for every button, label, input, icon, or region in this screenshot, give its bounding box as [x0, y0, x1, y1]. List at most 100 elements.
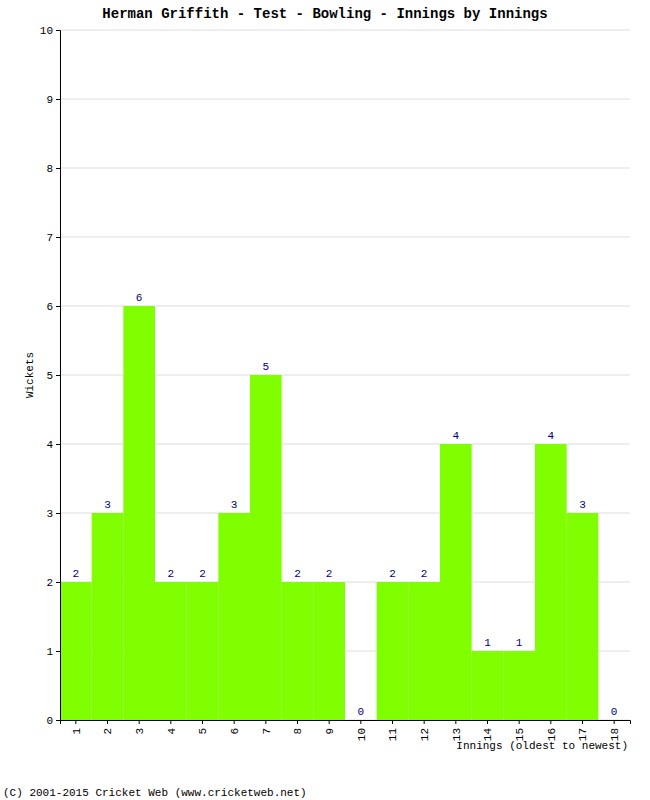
data-label: 3 — [104, 499, 111, 511]
data-label: 1 — [484, 637, 491, 649]
tick: 10 — [356, 720, 368, 741]
tick-label: 5 — [197, 728, 209, 735]
grid-line — [60, 99, 630, 100]
tick: 5 — [46, 370, 60, 382]
bar — [155, 582, 187, 720]
tick-mark — [56, 237, 60, 238]
tick-label: 4 — [46, 439, 53, 451]
tick: 1 — [71, 720, 83, 735]
data-label: 3 — [231, 499, 238, 511]
bar — [60, 582, 92, 720]
bar — [567, 513, 599, 720]
tick: 13 — [451, 720, 463, 741]
tick-mark — [360, 720, 361, 724]
tick: 11 — [387, 720, 399, 741]
tick-mark — [455, 720, 456, 724]
data-label: 2 — [294, 568, 301, 580]
tick: 8 — [292, 720, 304, 735]
tick-label: 2 — [102, 728, 114, 735]
bar — [598, 720, 630, 721]
data-label: 6 — [136, 292, 143, 304]
tick-mark — [424, 720, 425, 724]
tick-mark — [265, 720, 266, 724]
tick: 3 — [46, 508, 60, 520]
tick: 4 — [166, 720, 178, 735]
tick-mark — [297, 720, 298, 724]
data-label: 2 — [73, 568, 80, 580]
tick-label: 8 — [46, 163, 53, 175]
tick: 2 — [102, 720, 114, 735]
data-label: 4 — [548, 430, 555, 442]
tick: 10 — [40, 25, 60, 37]
y-axis-title: Wickets — [24, 352, 36, 398]
bar — [187, 582, 219, 720]
tick-mark — [234, 720, 235, 724]
tick: 6 — [46, 301, 60, 313]
tick-mark — [614, 720, 615, 724]
grid-line — [60, 30, 630, 31]
y-axis: 0 1 2 3 4 5 6 7 8 9 10 — [40, 25, 61, 727]
tick-mark — [56, 30, 60, 31]
tick-label: 3 — [46, 508, 53, 520]
tick-mark — [329, 720, 330, 724]
grid-line — [60, 237, 630, 238]
data-label: 2 — [326, 568, 333, 580]
tick-mark — [56, 720, 60, 721]
data-label: 5 — [263, 361, 270, 373]
bar — [345, 720, 377, 721]
tick-label: 1 — [46, 646, 53, 658]
tick-mark — [519, 720, 520, 724]
tick-mark — [56, 582, 60, 583]
x-axis: 123456789101112131415161718 — [61, 720, 631, 741]
bar — [218, 513, 250, 720]
tick-mark — [139, 720, 140, 724]
data-label: 4 — [453, 430, 460, 442]
grid — [60, 30, 630, 720]
axis-line — [56, 31, 61, 721]
tick-label: 9 — [46, 94, 53, 106]
tick: 8 — [46, 163, 60, 175]
title: Herman Griffith - Test - Bowling - Innin… — [102, 6, 547, 22]
bar — [440, 444, 472, 720]
tick-mark — [56, 375, 60, 376]
data-label: 0 — [358, 706, 365, 718]
bar — [408, 582, 440, 720]
tick: 14 — [482, 720, 494, 741]
tick-mark — [56, 306, 60, 307]
tick-mark — [392, 720, 393, 724]
tick-mark — [107, 720, 108, 724]
bar — [377, 582, 409, 720]
tick-label: 4 — [166, 728, 178, 735]
tick: 15 — [514, 720, 526, 741]
tick: 7 — [46, 232, 60, 244]
tick: 9 — [46, 94, 60, 106]
data-label: 3 — [579, 499, 586, 511]
tick: 2 — [46, 577, 60, 589]
tick: 1 — [46, 646, 60, 658]
tick-mark — [550, 720, 551, 724]
tick: 5 — [197, 720, 209, 735]
bar — [472, 651, 504, 720]
tick-label: 0 — [46, 715, 53, 727]
tick-label: 10 — [40, 25, 53, 37]
tick-label: 6 — [229, 728, 241, 735]
tick: 12 — [419, 720, 431, 741]
data-label: 2 — [389, 568, 396, 580]
tick: 0 — [46, 715, 60, 727]
tick-mark — [170, 720, 171, 724]
bar — [250, 375, 282, 720]
tick: 9 — [324, 720, 336, 735]
tick-label: 7 — [261, 728, 273, 735]
tick: 6 — [229, 720, 241, 735]
data-label: 2 — [199, 568, 206, 580]
tick-label: 12 — [419, 728, 431, 741]
tick-mark — [56, 444, 60, 445]
data-label: 0 — [611, 706, 618, 718]
tick-mark — [582, 720, 583, 724]
tick-mark — [202, 720, 203, 724]
bar — [123, 306, 155, 720]
tick-label: 3 — [134, 728, 146, 735]
tick: 4 — [46, 439, 60, 451]
data-label: 1 — [516, 637, 523, 649]
annotation: (C) 2001-2015 Cricket Web (www.cricketwe… — [3, 787, 307, 799]
